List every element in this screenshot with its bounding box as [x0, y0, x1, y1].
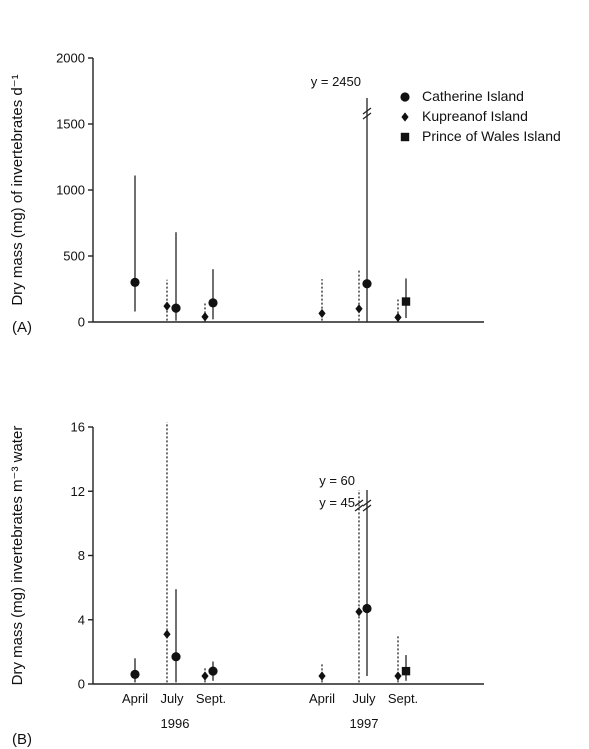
- axis-break-mark: [362, 499, 372, 507]
- y-tick-label: 500: [63, 249, 85, 264]
- data-point: [201, 671, 209, 681]
- x-tick-label: Sept.: [196, 691, 226, 706]
- data-point: [130, 669, 140, 679]
- data-point: [401, 297, 411, 306]
- panel-label: (A): [12, 319, 32, 336]
- legend-label: Prince of Wales Island: [422, 128, 561, 144]
- data-point: [201, 312, 209, 322]
- y-tick-label: 1500: [56, 117, 85, 132]
- axis-break-mark: [354, 504, 364, 512]
- annotation-label: y = 45: [319, 495, 355, 510]
- y-tick-label: 0: [78, 315, 85, 330]
- data-point: [362, 603, 372, 614]
- data-point: [163, 629, 171, 639]
- x-tick-label: April: [309, 691, 335, 706]
- legend-marker: [400, 132, 410, 142]
- data-point: [362, 279, 372, 289]
- y-tick-label: 16: [71, 420, 85, 435]
- annotation-label: y = 2450: [311, 74, 361, 89]
- axis-break-mark: [362, 112, 372, 120]
- y-tick-label: 1000: [56, 183, 85, 198]
- data-point: [130, 277, 140, 287]
- legend-label: Catherine Island: [422, 88, 524, 104]
- panel-label: (B): [12, 731, 32, 748]
- y-tick-label: 12: [71, 484, 85, 499]
- y-tick-label: 4: [78, 612, 85, 627]
- data-point: [318, 671, 326, 681]
- axis-break-mark: [362, 107, 372, 115]
- data-point: [208, 298, 218, 308]
- y-tick-label: 2000: [56, 51, 85, 66]
- panel-b: 0 4 8 12 16 Dry mass (mg) invertebrates m⁻³ w…: [9, 420, 484, 748]
- x-tick-label: July: [160, 691, 184, 706]
- data-point: [394, 312, 402, 322]
- axis-break-mark: [362, 504, 372, 512]
- x-group-label: 1996: [161, 716, 190, 731]
- data-point: [208, 666, 218, 676]
- data-point: [394, 671, 402, 681]
- data-point: [318, 308, 326, 319]
- y-axis-label: Dry mass (mg) invertebrates m⁻³ water: [9, 426, 26, 686]
- legend: Catherine Island Kupreanof Island Prince o…: [400, 88, 561, 144]
- x-tick-label: July: [352, 691, 376, 706]
- x-tick-label: Sept.: [388, 691, 418, 706]
- annotation-label: y = 60: [319, 473, 355, 488]
- data-point: [355, 607, 363, 617]
- panel-a: 0 500 1000 1500 2000 Dry mass (mg) of inverte…: [9, 51, 484, 336]
- y-axis-label: Dry mass (mg) of invertebrates d⁻¹: [9, 74, 26, 305]
- x-group-label: 1997: [350, 716, 379, 731]
- axis-break-mark: [354, 499, 364, 507]
- data-point: [163, 301, 171, 311]
- legend-label: Kupreanof Island: [422, 108, 528, 124]
- legend-marker: [400, 92, 410, 102]
- data-point: [171, 303, 181, 313]
- data-point: [171, 652, 181, 662]
- data-point: [355, 304, 363, 314]
- legend-marker: [401, 112, 409, 122]
- y-tick-label: 8: [78, 548, 85, 563]
- x-tick-label: April: [122, 691, 148, 706]
- y-tick-label: 0: [78, 677, 85, 692]
- data-point: [401, 666, 411, 676]
